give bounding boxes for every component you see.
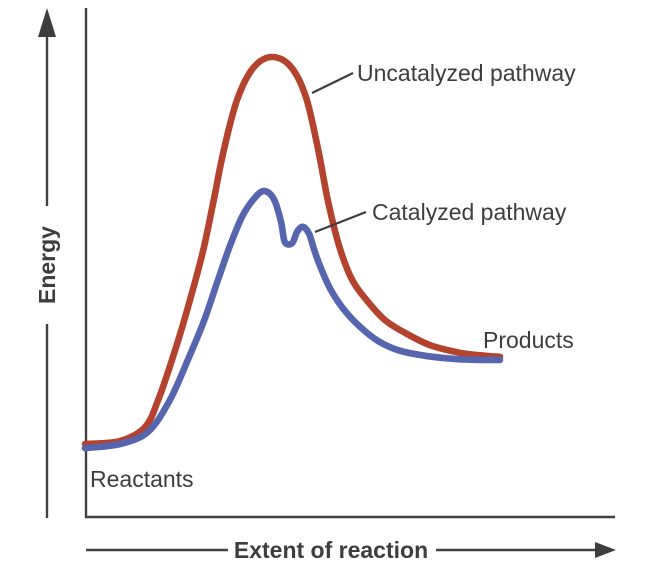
catalyzed-leader-line [314, 210, 367, 234]
uncatalyzed-pathway-label: Uncatalyzed pathway [357, 60, 576, 86]
right-arrowhead-icon [595, 542, 616, 558]
extent-axis-label: Extent of reaction [234, 537, 428, 563]
extent-axis-arrow: Extent of reaction [86, 537, 616, 563]
plot-border [84, 8, 615, 519]
energy-axis-arrow: Energy [34, 8, 60, 518]
products-label: Products [483, 327, 574, 353]
catalyzed-curve [81, 187, 504, 452]
energy-axis-label: Energy [34, 226, 60, 304]
up-arrowhead-icon [38, 8, 56, 37]
catalyzed-pathway-label: Catalyzed pathway [372, 199, 567, 225]
reactants-label: Reactants [90, 466, 194, 492]
uncatalyzed-leader-line [311, 72, 354, 94]
uncatalyzed-curve [81, 53, 504, 448]
